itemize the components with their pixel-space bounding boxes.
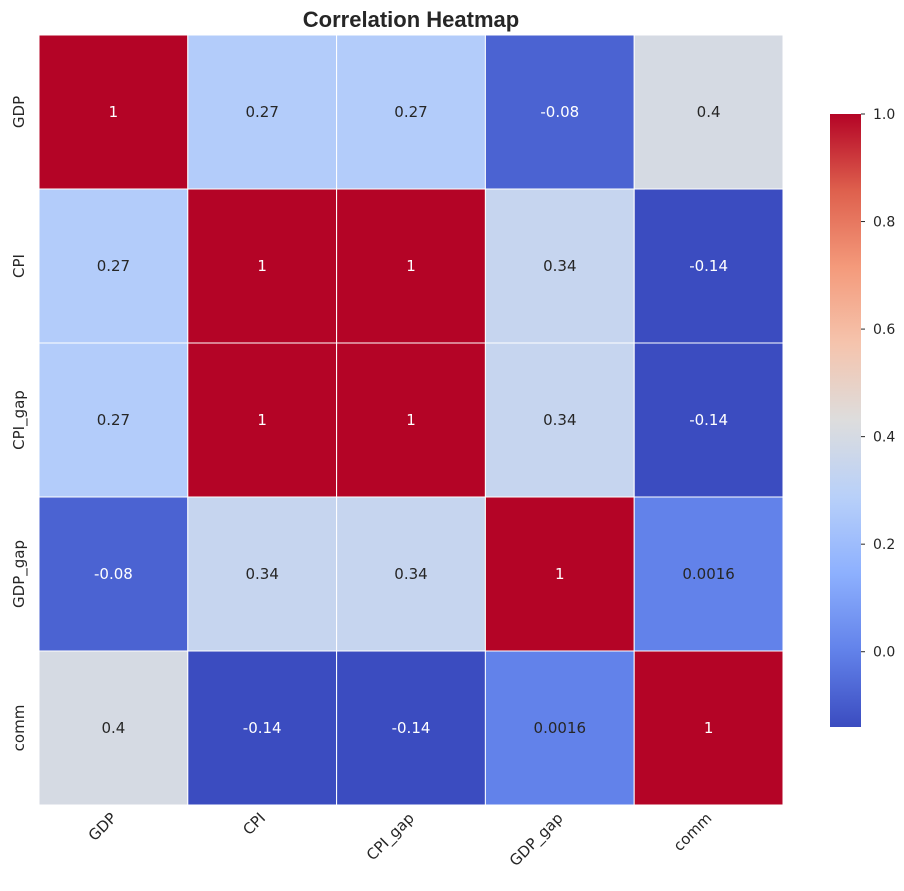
heatmap-annotations: 1 0.27 0.27 -0.08 0.4 0.27 1 1 0.34 -0.14 0.27 1 1 0.… xyxy=(94,103,735,737)
heatmap-cell xyxy=(484,342,635,498)
heatmap-cell xyxy=(336,650,486,806)
cell-annotation: 0.34 xyxy=(543,257,576,275)
heatmap-cell xyxy=(187,650,338,806)
heatmap-cell xyxy=(336,496,486,652)
cell-annotation: 0.0016 xyxy=(682,565,735,583)
cell-annotation: -0.14 xyxy=(689,411,728,429)
heatmap-cell xyxy=(484,34,635,190)
heatmap-cell xyxy=(187,188,338,344)
cell-annotation: 1 xyxy=(406,411,416,429)
cell-annotation: 1 xyxy=(406,257,416,275)
heatmap-cell xyxy=(38,650,189,806)
heatmap-cell xyxy=(38,496,189,652)
heatmap-cell xyxy=(187,496,338,652)
cell-annotation: 0.4 xyxy=(697,103,721,121)
colorbar-tick-label: 0.0 xyxy=(873,645,895,661)
heatmap-cell xyxy=(633,496,784,652)
cell-annotation: 0.27 xyxy=(97,257,130,275)
cell-annotation: -0.14 xyxy=(689,257,728,275)
cell-annotation: 1 xyxy=(555,565,565,583)
y-tick-label: GDP xyxy=(10,96,28,128)
x-tick-label: comm xyxy=(670,809,716,855)
heatmap-cell xyxy=(336,34,486,190)
cell-annotation: 0.34 xyxy=(543,411,576,429)
heatmap-cell xyxy=(484,496,635,652)
colorbar-tick-label: 0.4 xyxy=(873,430,895,446)
cell-annotation: 0.27 xyxy=(245,103,278,121)
colorbar-tick-label: 0.2 xyxy=(873,537,895,553)
cell-annotation: 0.27 xyxy=(394,103,427,121)
colorbar-tick-label: 1.0 xyxy=(873,107,895,123)
colorbar-tick-label: 0.8 xyxy=(873,215,895,231)
cell-annotation: -0.08 xyxy=(94,565,133,583)
heatmap-cell xyxy=(633,650,784,806)
y-tick-label: CPI xyxy=(10,254,28,278)
cell-annotation: -0.14 xyxy=(243,719,282,737)
cell-annotation: -0.14 xyxy=(392,719,431,737)
cell-annotation: 1 xyxy=(704,719,714,737)
colorbar-ticks: 0.0 0.2 0.4 0.6 0.8 1.0 xyxy=(861,107,895,661)
heatmap-cell xyxy=(633,342,784,498)
heatmap-cell xyxy=(187,342,338,498)
chart-title: Correlation Heatmap xyxy=(303,7,519,32)
cell-annotation: 0.27 xyxy=(97,411,130,429)
cell-annotation: 1 xyxy=(257,411,267,429)
heatmap-cell xyxy=(38,34,189,190)
x-tick-label: GDP_gap xyxy=(506,809,567,870)
cell-annotation: 0.34 xyxy=(245,565,278,583)
heatmap-cells xyxy=(38,34,784,806)
colorbar xyxy=(830,114,861,727)
heatmap-cell xyxy=(336,188,486,344)
cell-annotation: 1 xyxy=(109,103,119,121)
x-tick-label: GDP xyxy=(85,809,121,845)
x-tick-label: CPI_gap xyxy=(363,809,419,865)
y-tick-label: CPI_gap xyxy=(10,390,29,450)
heatmap-cell xyxy=(633,188,784,344)
x-tick-label: CPI xyxy=(239,809,269,839)
heatmap-cell xyxy=(633,34,784,190)
cell-annotation: 0.0016 xyxy=(534,719,587,737)
colorbar-tick-label: 0.6 xyxy=(873,322,895,338)
cell-annotation: 0.4 xyxy=(101,719,125,737)
heatmap-cell xyxy=(38,188,189,344)
cell-annotation: -0.08 xyxy=(540,103,579,121)
cell-annotation: 0.34 xyxy=(394,565,427,583)
x-axis-ticks: GDP CPI CPI_gap GDP_gap comm xyxy=(85,809,716,870)
heatmap-cell xyxy=(336,342,486,498)
heatmap-cell xyxy=(187,34,338,190)
y-tick-label: comm xyxy=(10,705,28,752)
cell-annotation: 1 xyxy=(257,257,267,275)
y-tick-label: GDP_gap xyxy=(10,540,29,608)
